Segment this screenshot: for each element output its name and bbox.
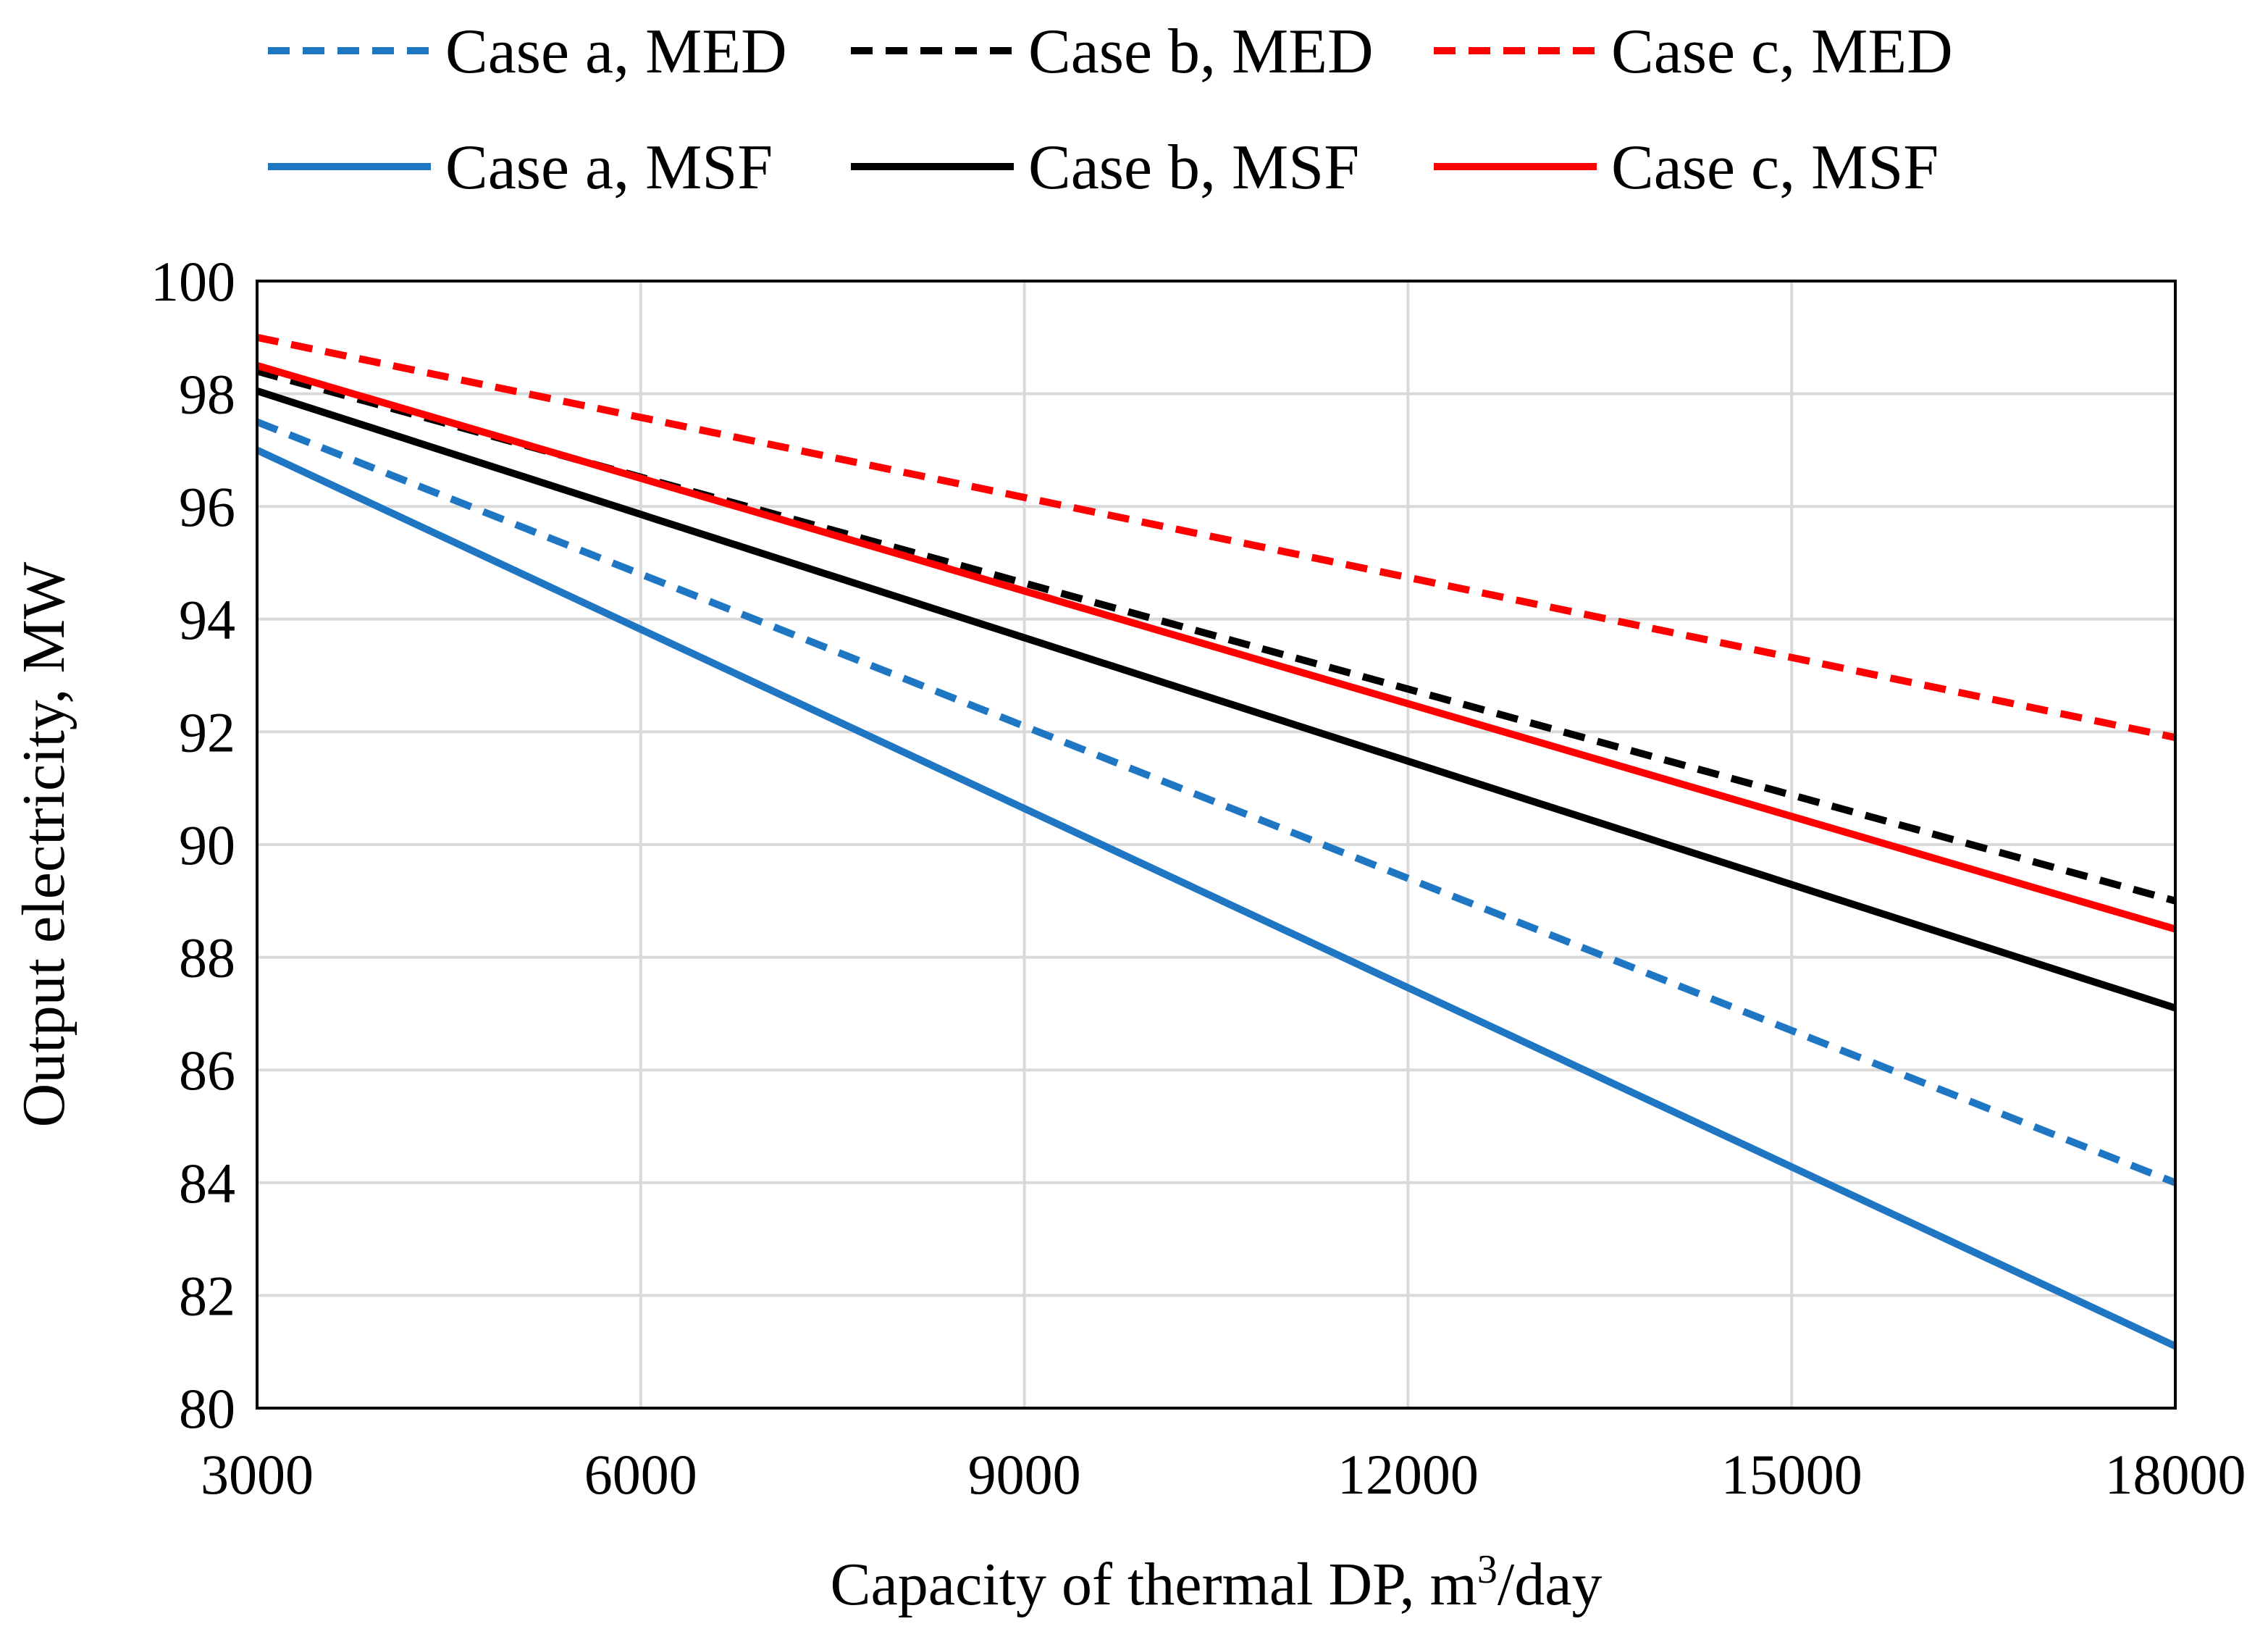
x-axis-title-main: Capacity of thermal DP, m: [830, 1551, 1477, 1618]
y-tick-label: 92: [179, 700, 235, 763]
y-tick-label: 80: [179, 1377, 235, 1440]
legend-label-case-c-msf: Case c, MSF: [1611, 133, 1939, 203]
y-tick-label: 96: [179, 475, 235, 538]
y-tick-label: 94: [179, 588, 235, 651]
series-line-case-c-msf: [256, 361, 2177, 933]
x-axis-title-suffix: /day: [1498, 1551, 1603, 1618]
y-tick-label: 90: [179, 813, 235, 876]
y-tick-labels: 80 82 84 86 88 90 92 94 96 98 100: [151, 250, 235, 1440]
x-axis-title: Capacity of thermal DP, m3/day: [830, 1547, 1602, 1618]
legend-label-case-b-med: Case b, MED: [1028, 17, 1374, 87]
series-line-case-b-msf: [256, 387, 2177, 1012]
x-tick-label: 3000: [201, 1443, 314, 1506]
series-line-case-c-med: [256, 333, 2177, 742]
legend-label-case-a-msf: Case a, MSF: [445, 133, 773, 203]
legend-label-case-b-msf: Case b, MSF: [1028, 133, 1359, 203]
series-line-case-a-med: [256, 418, 2177, 1186]
y-tick-label: 98: [179, 363, 235, 426]
legend-label-case-a-med: Case a, MED: [445, 17, 787, 87]
x-tick-label: 18000: [2105, 1443, 2246, 1506]
legend-label-case-c-med: Case c, MED: [1611, 17, 1953, 87]
plot-frame: [256, 280, 2177, 1410]
x-tick-label: 15000: [1721, 1443, 1862, 1506]
series-lines: [255, 333, 2177, 1349]
y-tick-label: 88: [179, 926, 235, 989]
y-tick-label: 82: [179, 1264, 235, 1327]
y-axis-title: Output electricity, MW: [10, 561, 77, 1127]
x-tick-labels: 3000 6000 9000 12000 15000 18000: [201, 1443, 2246, 1506]
y-tick-label: 86: [179, 1039, 235, 1102]
x-tick-label: 9000: [968, 1443, 1081, 1506]
series-line-case-a-msf: [255, 446, 2177, 1349]
x-axis-title-superscript: 3: [1477, 1547, 1498, 1592]
legend: Case a, MED Case b, MED Case c, MED Case a,…: [268, 17, 1953, 203]
x-tick-label: 12000: [1337, 1443, 1479, 1506]
grid-lines: [256, 280, 2177, 1410]
x-tick-label: 6000: [584, 1443, 697, 1506]
y-tick-label: 100: [151, 250, 235, 313]
y-tick-label: 84: [179, 1152, 235, 1215]
